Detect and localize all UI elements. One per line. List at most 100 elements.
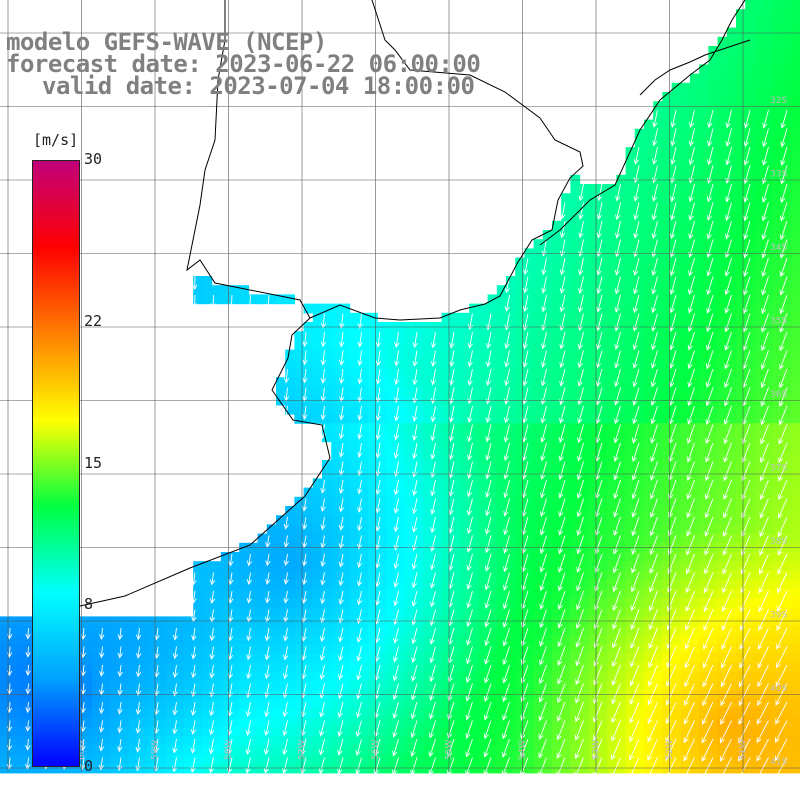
wind-cell [377, 358, 387, 369]
wind-cell [331, 533, 341, 544]
wind-cell [496, 312, 507, 323]
wind-arrow [522, 424, 529, 443]
wind-cell [616, 432, 627, 443]
wind-cell [496, 377, 507, 387]
wind-cell [791, 358, 800, 369]
wind-cell [791, 386, 800, 397]
wind-cell [460, 588, 470, 599]
wind-cell [211, 662, 222, 673]
wind-cell [736, 450, 746, 461]
wind-cell [386, 598, 397, 608]
wind-arrow [595, 405, 603, 425]
wind-cell [147, 717, 157, 728]
wind-cell [202, 625, 213, 636]
wind-arrow [282, 683, 288, 699]
wind-cell [156, 625, 167, 636]
wind-cell [368, 763, 378, 774]
wind-cell [386, 588, 397, 599]
wind-arrow [721, 627, 732, 650]
wind-cell [82, 745, 93, 755]
wind-cell [184, 680, 194, 691]
wind-cell [18, 671, 29, 682]
wind-cell [763, 671, 774, 682]
wind-cell [506, 294, 516, 305]
wind-cell [625, 331, 636, 341]
wind-cell [322, 460, 332, 470]
wind-cell [717, 349, 728, 360]
wind-cell [487, 404, 498, 415]
wind-cell [276, 377, 286, 387]
wind-cell [230, 754, 240, 765]
wind-cell [588, 368, 599, 378]
wind-cell [542, 340, 553, 351]
wind-cell [690, 211, 700, 222]
wind-cell [487, 450, 498, 461]
wind-cell [662, 588, 673, 599]
wind-cell [349, 450, 360, 461]
wind-cell [432, 588, 443, 599]
wind-cell [358, 414, 369, 424]
wind-cell [570, 220, 581, 231]
wind-cell [368, 552, 378, 562]
wind-cell [515, 285, 525, 295]
wind-cell [193, 736, 203, 746]
wind-cell [726, 616, 737, 627]
wind-cell [690, 680, 700, 691]
wind-cell [736, 579, 746, 590]
wind-cell [717, 460, 728, 470]
wind-cell [524, 745, 535, 755]
wind-cell [533, 331, 544, 341]
wind-cell [331, 358, 341, 369]
wind-cell [460, 312, 470, 323]
wind-cell [312, 634, 323, 645]
wind-cell [690, 717, 700, 728]
wind-cell [644, 119, 654, 130]
wind-cell [552, 588, 562, 599]
wind-arrow [484, 646, 492, 665]
wind-cell [506, 404, 516, 415]
wind-cell [579, 671, 590, 682]
wind-cell [708, 754, 719, 765]
wind-arrow [264, 720, 270, 737]
wind-cell [423, 634, 433, 645]
wind-cell [542, 404, 553, 415]
wind-cell [128, 662, 139, 673]
wind-cell [524, 450, 535, 461]
wind-cell [349, 671, 360, 682]
wind-arrow [392, 738, 399, 757]
wind-cell [561, 533, 571, 544]
wind-cell [588, 202, 599, 213]
wind-cell [763, 754, 774, 765]
wind-cell [772, 340, 783, 351]
wind-cell [745, 239, 755, 249]
wind-cell [662, 294, 673, 305]
wind-cell [533, 386, 544, 397]
wind-cell [340, 607, 351, 617]
wind-arrow [741, 516, 751, 537]
wind-cell [745, 266, 755, 277]
wind-cell [450, 598, 461, 608]
wind-cell [285, 726, 295, 737]
wind-cell [276, 680, 286, 691]
wind-cell [772, 653, 783, 663]
wind-arrow [540, 405, 547, 424]
wind-cell [110, 726, 121, 737]
wind-cell [441, 358, 452, 369]
wind-cell [690, 101, 700, 111]
wind-cell [717, 239, 728, 249]
wind-cell [441, 634, 452, 645]
wind-arrow [779, 220, 788, 241]
wind-arrow [25, 627, 31, 640]
wind-cell [579, 570, 590, 581]
wind-arrow [320, 368, 326, 384]
wind-cell [478, 340, 489, 351]
wind-arrow [687, 387, 695, 407]
wind-cell [625, 515, 636, 525]
wind-cell [294, 671, 305, 682]
wind-cell [552, 276, 562, 286]
wind-arrow [154, 627, 160, 641]
wind-cell [662, 441, 673, 452]
wind-arrow [757, 664, 769, 688]
wind-cell [340, 478, 351, 489]
wind-cell [533, 726, 544, 737]
